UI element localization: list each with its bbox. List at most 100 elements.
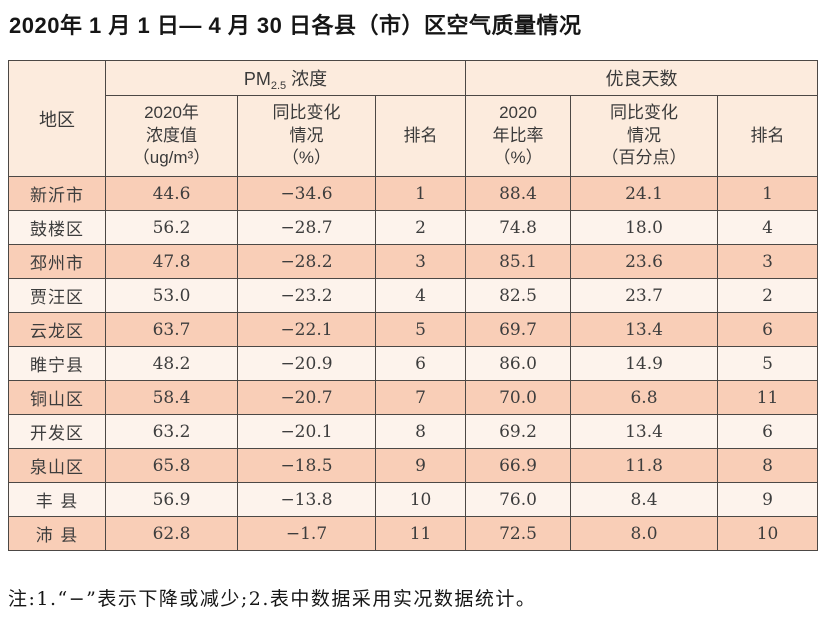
cell-days-rank: 1 [717, 176, 819, 211]
cell-pm-change: −13.8 [237, 482, 376, 517]
cell-region: 泉山区 [8, 448, 106, 483]
cell-region: 鼓楼区 [8, 210, 106, 245]
cell-ratio: 69.7 [465, 312, 572, 347]
header-region: 地区 [8, 60, 106, 177]
cell-pm-rank: 10 [374, 482, 467, 517]
cell-pm-change: −18.5 [237, 448, 376, 483]
pm25-label-subscript: 2.5 [270, 79, 287, 92]
cell-pm-value: 65.8 [105, 448, 238, 483]
cell-pm-change: −1.7 [237, 516, 376, 551]
cell-ratio: 69.2 [465, 414, 572, 449]
header-days-ratio: 2020 年比率 （%） [465, 95, 572, 177]
cell-days-rank: 6 [717, 312, 819, 347]
cell-pm-value: 62.8 [105, 516, 238, 551]
header-group-pm25: PM2.5 浓度 [104, 60, 467, 96]
cell-ratio-change: 8.4 [570, 482, 719, 517]
cell-pm-change: −28.2 [237, 244, 376, 279]
cell-pm-rank: 9 [374, 448, 467, 483]
cell-region: 云龙区 [8, 312, 106, 347]
table-body: 新沂市 44.6 −34.6 1 88.4 24.1 1 鼓楼区 56.2 −28.7 2 74.8 1… [8, 176, 819, 551]
table-row: 睢宁县 48.2 −20.9 6 86.0 14.9 5 [8, 346, 819, 381]
cell-pm-change: −20.9 [237, 346, 376, 381]
cell-ratio: 86.0 [465, 346, 572, 381]
cell-ratio-change: 23.7 [570, 278, 719, 313]
table-row: 鼓楼区 56.2 −28.7 2 74.8 18.0 4 [8, 210, 819, 245]
table-row: 沛 县 62.8 −1.7 11 72.5 8.0 10 [8, 516, 819, 551]
cell-pm-rank: 11 [374, 516, 467, 551]
footnote: 注:1.“−”表示下降或减少;2.表中数据采用实况数据统计。 [8, 588, 537, 610]
cell-pm-rank: 5 [374, 312, 467, 347]
cell-ratio: 76.0 [465, 482, 572, 517]
cell-pm-change: −23.2 [237, 278, 376, 313]
cell-ratio-change: 8.0 [570, 516, 719, 551]
cell-region: 沛 县 [8, 516, 106, 551]
table-row: 邳州市 47.8 −28.2 3 85.1 23.6 3 [8, 244, 819, 279]
cell-region: 新沂市 [8, 176, 106, 211]
cell-days-rank: 6 [717, 414, 819, 449]
cell-pm-value: 63.2 [105, 414, 238, 449]
cell-pm-value: 63.7 [105, 312, 238, 347]
pm25-label-prefix: PM [243, 68, 271, 89]
cell-pm-value: 53.0 [105, 278, 238, 313]
cell-pm-value: 58.4 [105, 380, 238, 415]
table-row: 开发区 63.2 −20.1 8 69.2 13.4 6 [8, 414, 819, 449]
cell-ratio-change: 18.0 [570, 210, 719, 245]
table-row: 铜山区 58.4 −20.7 7 70.0 6.8 11 [8, 380, 819, 415]
cell-ratio-change: 11.8 [570, 448, 719, 483]
header-days-change: 同比变化 情况 （百分点） [570, 95, 719, 177]
cell-pm-rank: 8 [374, 414, 467, 449]
cell-pm-value: 48.2 [105, 346, 238, 381]
table-row: 云龙区 63.7 −22.1 5 69.7 13.4 6 [8, 312, 819, 347]
cell-ratio-change: 13.4 [570, 414, 719, 449]
cell-region: 贾汪区 [8, 278, 106, 313]
cell-days-rank: 4 [717, 210, 819, 245]
cell-ratio: 85.1 [465, 244, 572, 279]
cell-region: 铜山区 [8, 380, 106, 415]
air-quality-table: 地区 PM2.5 浓度 优良天数 2020年 浓度值 （ug/m³） 同比变化 情… [8, 60, 819, 551]
cell-ratio: 72.5 [465, 516, 572, 551]
cell-pm-value: 56.9 [105, 482, 238, 517]
cell-pm-change: −20.1 [237, 414, 376, 449]
cell-pm-rank: 6 [374, 346, 467, 381]
pm25-label-suffix: 浓度 [291, 68, 328, 89]
cell-region: 邳州市 [8, 244, 106, 279]
cell-pm-change: −22.1 [237, 312, 376, 347]
table-row: 丰 县 56.9 −13.8 10 76.0 8.4 9 [8, 482, 819, 517]
header-group-good-days: 优良天数 [465, 60, 819, 96]
cell-days-rank: 3 [717, 244, 819, 279]
header-pm-rank: 排名 [374, 95, 467, 177]
cell-ratio: 74.8 [465, 210, 572, 245]
cell-pm-rank: 7 [374, 380, 467, 415]
cell-pm-rank: 1 [374, 176, 467, 211]
header-pm-change: 同比变化 情况 （%） [237, 95, 376, 177]
table-row: 贾汪区 53.0 −23.2 4 82.5 23.7 2 [8, 278, 819, 313]
cell-ratio-change: 23.6 [570, 244, 719, 279]
header-pm-value: 2020年 浓度值 （ug/m³） [105, 95, 238, 177]
cell-ratio: 82.5 [465, 278, 572, 313]
cell-ratio-change: 13.4 [570, 312, 719, 347]
cell-ratio: 66.9 [465, 448, 572, 483]
cell-pm-change: −28.7 [237, 210, 376, 245]
cell-ratio: 88.4 [465, 176, 572, 211]
cell-pm-rank: 3 [374, 244, 467, 279]
cell-ratio-change: 14.9 [570, 346, 719, 381]
cell-ratio-change: 6.8 [570, 380, 719, 415]
cell-pm-change: −34.6 [237, 176, 376, 211]
cell-pm-value: 47.8 [105, 244, 238, 279]
header-days-rank: 排名 [717, 95, 819, 177]
cell-pm-rank: 4 [374, 278, 467, 313]
cell-pm-value: 56.2 [105, 210, 238, 245]
cell-pm-value: 44.6 [105, 176, 238, 211]
cell-days-rank: 8 [717, 448, 819, 483]
cell-pm-rank: 2 [374, 210, 467, 245]
cell-region: 开发区 [8, 414, 106, 449]
table-row: 新沂市 44.6 −34.6 1 88.4 24.1 1 [8, 176, 819, 211]
cell-days-rank: 9 [717, 482, 819, 517]
cell-ratio-change: 24.1 [570, 176, 719, 211]
cell-region: 丰 县 [8, 482, 106, 517]
page-title: 2020年 1 月 1 日— 4 月 30 日各县（市）区空气质量情况 [9, 13, 582, 38]
cell-days-rank: 5 [717, 346, 819, 381]
cell-region: 睢宁县 [8, 346, 106, 381]
cell-pm-change: −20.7 [237, 380, 376, 415]
